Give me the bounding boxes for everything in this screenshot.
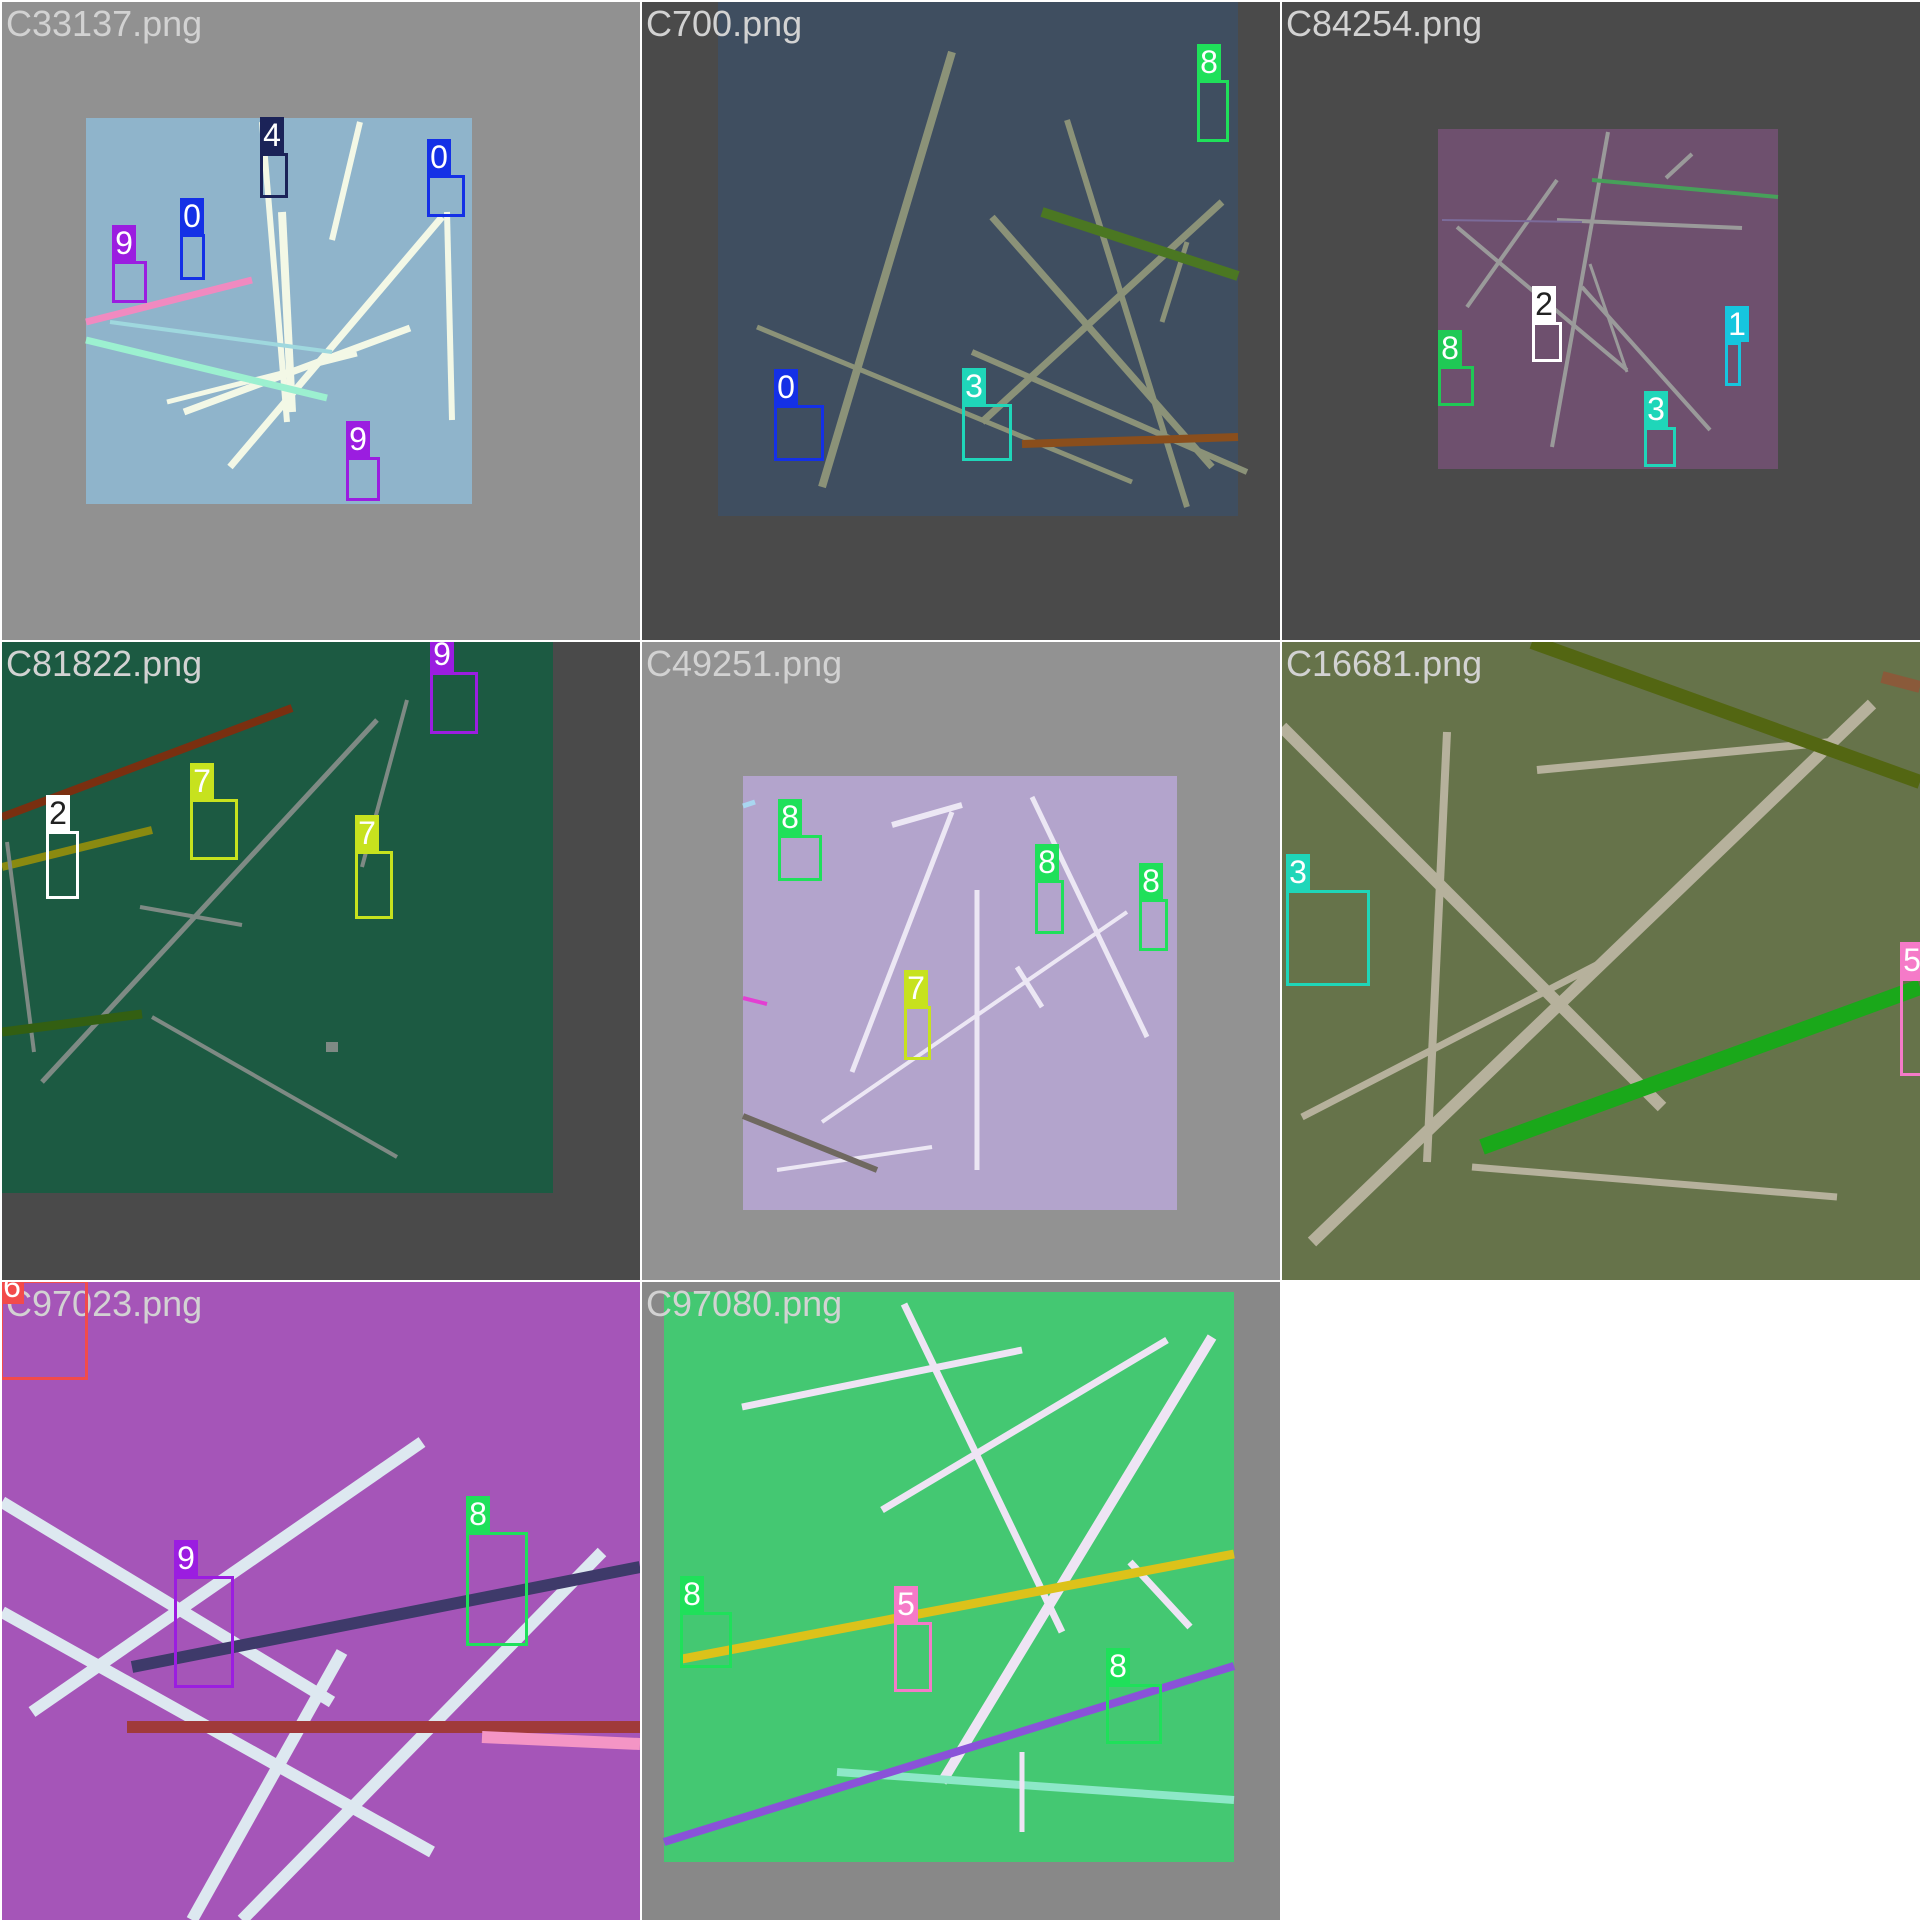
detection-box (1139, 899, 1168, 951)
detection-label: 5 (894, 1586, 918, 1622)
detection-box (1035, 880, 1064, 934)
detection-label: 9 (174, 1540, 198, 1576)
detection-box (174, 1576, 234, 1688)
detection-box (1644, 427, 1676, 467)
detection-label: 8 (466, 1496, 490, 1532)
detection-box (466, 1532, 528, 1646)
detection-label: 2 (1532, 286, 1556, 322)
filename-label: C84254.png (1286, 3, 1483, 44)
detection-box (1286, 890, 1370, 986)
detection-label: 0 (774, 369, 798, 405)
tile-canvas (642, 642, 1280, 1280)
image-tile: C16681.png 3 5 (1282, 642, 1920, 1280)
lines (756, 50, 1249, 508)
detection-box (774, 405, 824, 461)
filename-label: C49251.png (646, 643, 843, 684)
detection-label: 0 (427, 139, 451, 175)
image-tile: C33137.png 9 0 4 0 9 (2, 2, 640, 640)
detection-box (2, 1282, 88, 1380)
detection-box (904, 1006, 931, 1060)
detection-label: 8 (778, 799, 802, 835)
detection-label: 7 (190, 763, 214, 799)
tile-canvas (1282, 642, 1920, 1280)
detection-box (1106, 1684, 1162, 1744)
detection-label: 7 (904, 970, 928, 1006)
detection-label: 6 (2, 1282, 24, 1304)
detection-label: 8 (680, 1576, 704, 1612)
detection-box (1725, 342, 1741, 386)
detection-label: 8 (1438, 330, 1462, 366)
detection-label: 9 (112, 225, 136, 261)
detection-box (1438, 366, 1474, 406)
image-tile: C81822.png 9 2 7 7 (2, 642, 640, 1280)
detection-box (962, 404, 1012, 461)
tile-canvas (2, 642, 640, 1280)
detection-box (894, 1622, 932, 1692)
filename-label: C700.png (646, 3, 803, 44)
detection-label: 1 (1725, 306, 1749, 342)
detection-box (112, 261, 147, 303)
detection-box (1197, 80, 1229, 142)
detection-box (190, 799, 238, 860)
filename-label: C33137.png (6, 3, 203, 44)
detection-label: 3 (1644, 391, 1668, 427)
filename-label: C97023.png (6, 1283, 203, 1324)
detection-box (260, 153, 288, 198)
lines (1282, 642, 1920, 1247)
tile-canvas (642, 1282, 1280, 1920)
lines (741, 795, 1150, 1173)
image-tile: C700.png 8 0 3 (642, 2, 1280, 640)
tile-canvas (1282, 2, 1920, 640)
detection-label: 8 (1106, 1648, 1130, 1684)
image-tile: C84254.png 2 8 1 3 (1282, 2, 1920, 640)
filename-label: C97080.png (646, 1283, 843, 1324)
detection-box (1900, 978, 1920, 1076)
detection-box (346, 457, 380, 501)
detection-box (355, 851, 393, 919)
tile-background (2, 1282, 640, 1920)
detection-box (46, 831, 79, 899)
detection-box (778, 835, 822, 881)
detection-label: 5 (1900, 942, 1920, 978)
detection-label: 3 (1286, 854, 1310, 890)
detection-label: 8 (1035, 844, 1059, 880)
detection-label: 2 (46, 795, 70, 831)
tile-canvas (642, 2, 1280, 640)
lines (85, 121, 455, 470)
detection-label: 0 (180, 198, 204, 234)
detection-box (180, 234, 205, 280)
detection-box (427, 175, 465, 217)
image-background (743, 776, 1177, 1210)
detection-box (1532, 322, 1562, 362)
detection-label: 4 (260, 117, 284, 153)
detection-label: 9 (430, 642, 454, 672)
tile-canvas (2, 1282, 640, 1920)
detection-label: 7 (355, 815, 379, 851)
detection-box (430, 672, 478, 734)
tile-canvas (2, 2, 640, 640)
image-tile: C97080.png 8 5 8 (642, 1282, 1280, 1920)
image-tile: C97023.png 6 9 8 (2, 1282, 640, 1920)
detection-box (680, 1612, 732, 1668)
filename-label: C81822.png (6, 643, 203, 684)
detection-label: 8 (1197, 44, 1221, 80)
image-tile: C49251.png 8 8 8 7 (642, 642, 1280, 1280)
lines (662, 1302, 1236, 1846)
filename-label: C16681.png (1286, 643, 1483, 684)
image-background (1438, 129, 1778, 469)
detection-label: 9 (346, 421, 370, 457)
lines (1441, 131, 1779, 448)
detection-label: 8 (1139, 863, 1163, 899)
detection-label: 3 (962, 368, 986, 404)
